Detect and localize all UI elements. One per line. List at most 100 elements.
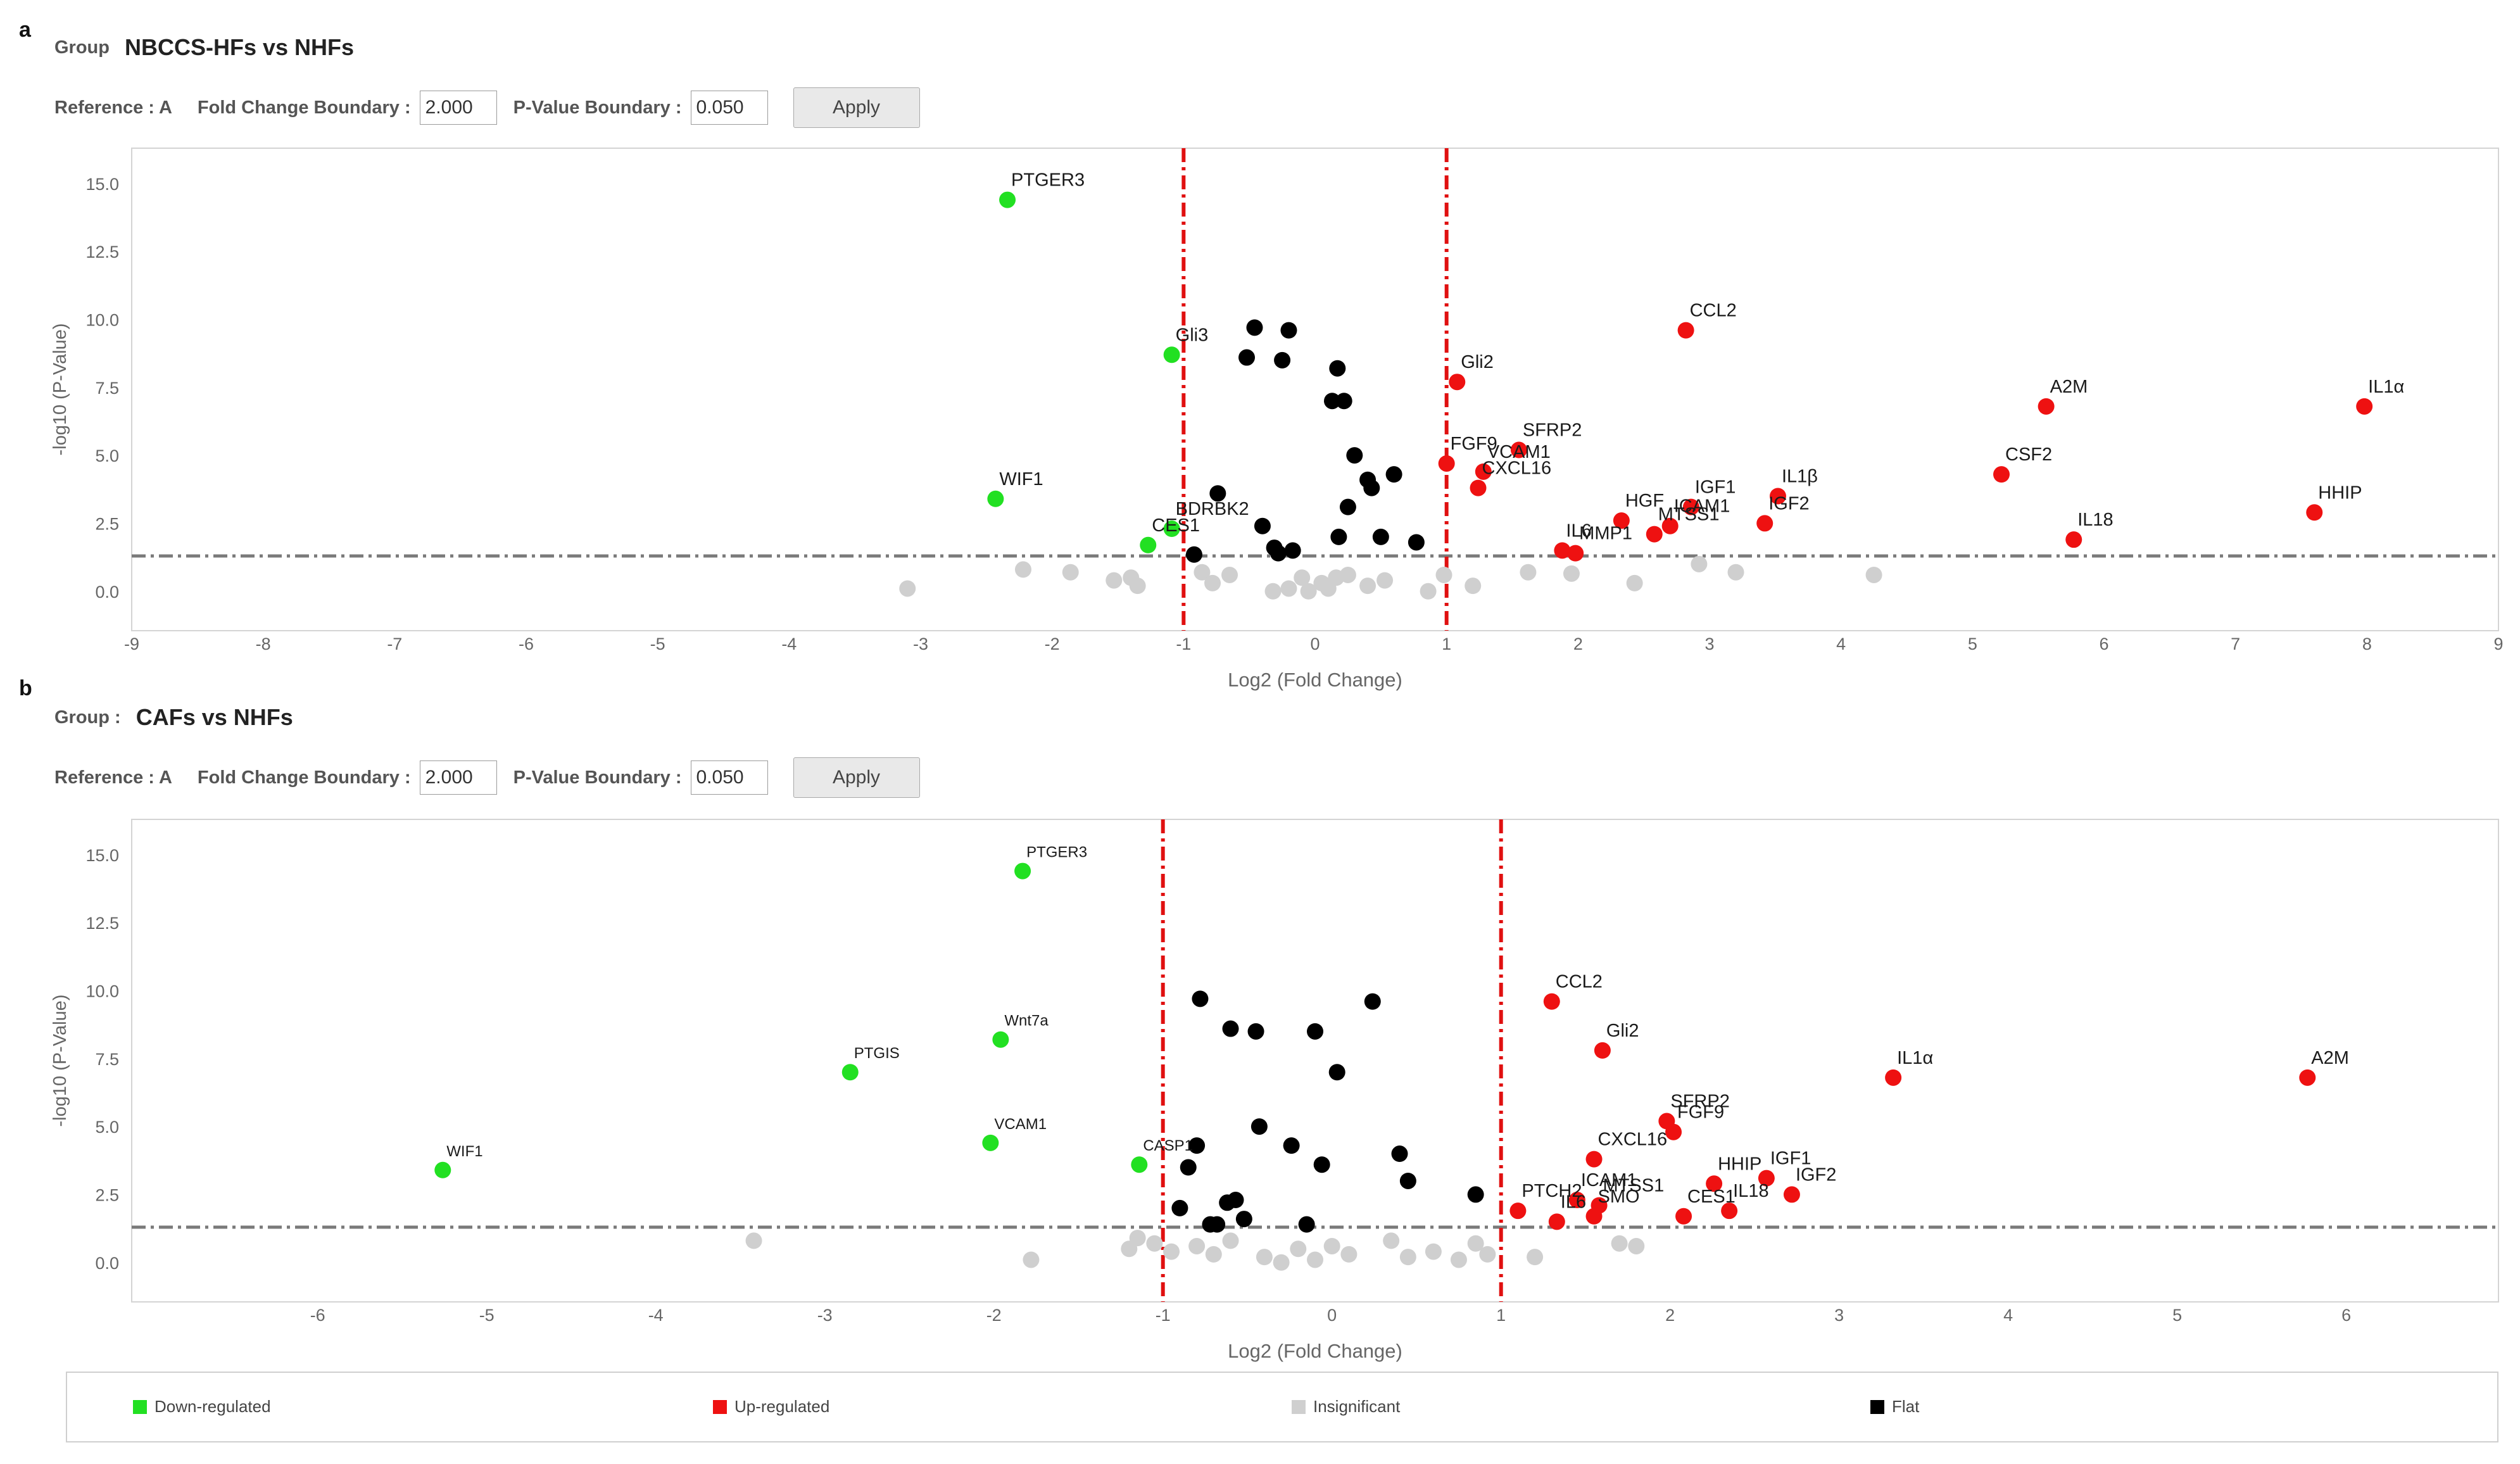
- data-point-flat: [1185, 546, 1202, 563]
- y-tick-label: 10.0: [85, 310, 119, 329]
- point-label: MMP1: [1579, 524, 1632, 544]
- y-tick-label: 0.0: [95, 1254, 119, 1273]
- data-point-insig: [1188, 1237, 1206, 1254]
- data-point-down: [1140, 536, 1157, 553]
- data-point-up: [1661, 517, 1679, 534]
- pvalue-input[interactable]: [690, 760, 768, 795]
- x-tick-label: 3: [1834, 1306, 1844, 1325]
- data-point-flat: [1192, 990, 1209, 1007]
- point-label: A2M: [2311, 1048, 2349, 1068]
- point-label: MTSS1: [1658, 505, 1720, 525]
- point-label: Gli2: [1606, 1021, 1639, 1041]
- data-point-insig: [745, 1232, 762, 1249]
- data-point-insig: [1479, 1246, 1496, 1263]
- x-axis-label: Log2 (Fold Change): [1228, 1340, 1402, 1362]
- data-point-insig: [1435, 566, 1452, 583]
- x-tick-label: 8: [2362, 634, 2372, 653]
- x-tick-label: -2: [986, 1306, 1002, 1325]
- data-point-flat: [1328, 1064, 1345, 1081]
- data-point-insig: [1527, 1249, 1544, 1266]
- data-point-insig: [1383, 1232, 1400, 1249]
- y-axis-label: -log10 (P-Value): [50, 994, 70, 1126]
- y-tick-label: 15.0: [85, 846, 119, 865]
- data-point-flat: [1235, 1211, 1252, 1228]
- y-tick-label: 7.5: [95, 379, 119, 398]
- data-point-up: [1756, 515, 1773, 532]
- data-point-up: [1993, 466, 2010, 483]
- plot-frame: [131, 148, 2499, 631]
- data-point-insig: [1628, 1237, 1645, 1254]
- legend-label-flat: Flat: [1892, 1397, 1920, 1416]
- x-tick-label: 5: [2172, 1306, 2182, 1325]
- x-tick-label: -3: [913, 634, 928, 653]
- data-point-flat: [1335, 393, 1352, 410]
- x-tick-label: -8: [256, 634, 271, 653]
- data-point-flat: [1180, 1159, 1197, 1176]
- fold-change-input[interactable]: [419, 91, 497, 125]
- data-point-up: [1568, 1192, 1585, 1209]
- x-tick-label: 0: [1310, 634, 1320, 653]
- data-point-down: [1163, 346, 1180, 363]
- apply-button[interactable]: Apply: [793, 87, 920, 128]
- point-label: IL6: [1561, 1192, 1586, 1212]
- point-label: IL6: [1566, 521, 1591, 541]
- data-point-flat: [1385, 466, 1402, 483]
- point-label: Wnt7a: [1004, 1013, 1049, 1030]
- data-point-flat: [1238, 349, 1256, 366]
- point-label: CXCL16: [1598, 1130, 1668, 1150]
- y-tick-label: 12.5: [85, 243, 119, 262]
- x-tick-label: -9: [124, 634, 139, 653]
- data-point-insig: [1264, 583, 1282, 600]
- point-label: FGF9: [1677, 1102, 1724, 1123]
- point-label: HGF: [1625, 491, 1664, 511]
- data-point-down: [982, 1134, 999, 1151]
- legend-item-flat: Flat: [1870, 1397, 1919, 1417]
- fold-change-input[interactable]: [419, 760, 497, 795]
- data-point-insig: [1611, 1235, 1628, 1252]
- data-point-insig: [1280, 580, 1297, 597]
- point-label: PTGIS: [854, 1045, 900, 1062]
- apply-button[interactable]: Apply: [793, 757, 920, 798]
- point-label: PTGER3: [1011, 170, 1085, 191]
- x-tick-label: -5: [650, 634, 665, 653]
- data-point-flat: [1408, 534, 1425, 551]
- reference-label: Reference : A: [54, 767, 172, 788]
- data-point-down: [999, 191, 1016, 208]
- data-point-insig: [1865, 566, 1882, 583]
- data-point-insig: [1626, 574, 1643, 591]
- point-label: FGF9: [1451, 434, 1497, 454]
- data-point-insig: [1129, 577, 1146, 595]
- point-label: WIF1: [999, 469, 1043, 489]
- data-point-insig: [1450, 1251, 1467, 1268]
- x-tick-label: 0: [1327, 1306, 1337, 1325]
- x-tick-label: -4: [781, 634, 797, 653]
- data-point-flat: [1274, 351, 1291, 369]
- panel-b-controls: Reference : A Fold Change Boundary : P-V…: [54, 757, 920, 798]
- data-point-down: [1014, 862, 1031, 880]
- data-point-insig: [1425, 1243, 1442, 1260]
- data-point-down: [992, 1031, 1009, 1048]
- data-point-flat: [1171, 1199, 1188, 1216]
- point-label: IGF1: [1770, 1149, 1811, 1169]
- data-point-flat: [1251, 1118, 1268, 1135]
- point-label: SFRP2: [1670, 1092, 1729, 1112]
- y-tick-label: 15.0: [85, 175, 119, 194]
- data-point-up: [1548, 1213, 1565, 1230]
- data-point-insig: [1377, 572, 1394, 589]
- panel-a-controls: Reference : A Fold Change Boundary : P-V…: [54, 87, 920, 128]
- data-point-flat: [1280, 322, 1297, 339]
- point-label: CCL2: [1690, 301, 1737, 321]
- panel-b-group-row: Group : CAFs vs NHFs: [54, 704, 293, 731]
- data-point-flat: [1188, 1137, 1206, 1154]
- data-point-flat: [1284, 542, 1301, 559]
- legend-item-down: Down-regulated: [133, 1397, 271, 1417]
- point-label: Gli3: [1176, 325, 1209, 345]
- data-point-flat: [1269, 545, 1287, 562]
- data-point-up: [1510, 441, 1527, 458]
- data-point-up: [1509, 1202, 1527, 1220]
- data-point-up: [1543, 993, 1560, 1010]
- x-tick-label: -3: [817, 1306, 833, 1325]
- data-point-up: [2299, 1069, 2316, 1086]
- data-point-insig: [1300, 583, 1317, 600]
- pvalue-input[interactable]: [690, 91, 768, 125]
